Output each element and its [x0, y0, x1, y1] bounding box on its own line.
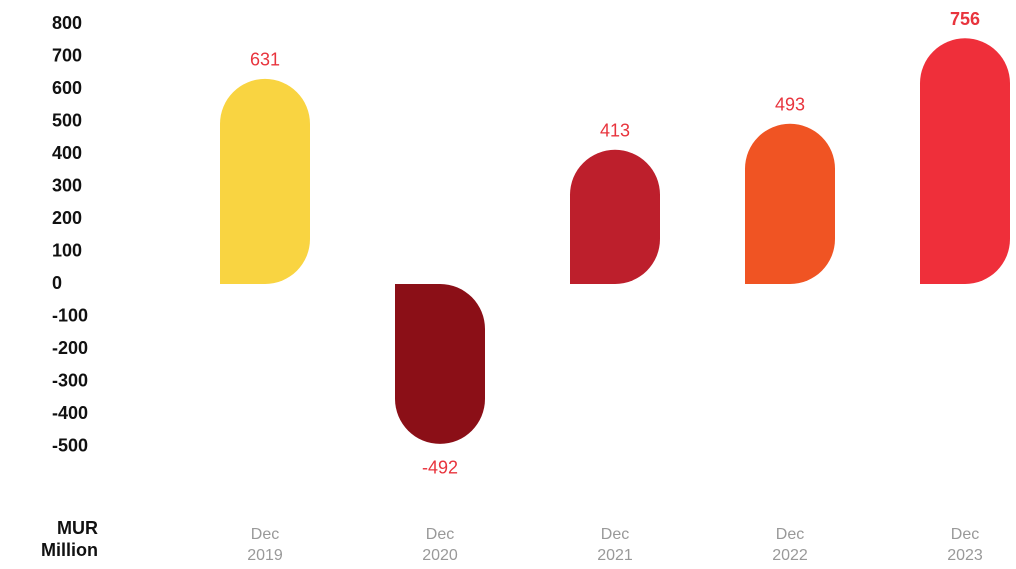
y-tick-label: -200 [52, 338, 88, 358]
bar [745, 123, 835, 285]
x-tick-label: Dec 2023 [947, 526, 983, 564]
y-tick-label: 600 [52, 78, 82, 98]
value-label: -492 [422, 458, 458, 478]
y-tick-label: -400 [52, 403, 88, 423]
y-tick-label: -300 [52, 370, 88, 390]
value-label: 413 [600, 121, 630, 141]
bar [920, 38, 1010, 284]
x-tick-label: Dec 2020 [422, 526, 458, 564]
x-tick-label: Dec 2022 [772, 526, 808, 564]
x-tick-label: Dec 2019 [247, 526, 283, 564]
y-tick-label: 300 [52, 175, 82, 195]
value-label: 493 [775, 95, 805, 115]
y-tick-label: -500 [52, 435, 88, 455]
y-tick-label: 100 [52, 240, 82, 260]
y-tick-label: 200 [52, 208, 82, 228]
value-label: 756 [950, 9, 980, 29]
x-tick-label: Dec 2021 [597, 526, 633, 564]
bar [395, 284, 485, 444]
bar [220, 78, 310, 284]
bar [570, 149, 660, 284]
y-tick-label: 500 [52, 110, 82, 130]
y-tick-label: 800 [52, 13, 82, 33]
y-tick-label: 0 [52, 273, 62, 293]
y-axis-label: MUR Million [41, 518, 98, 560]
y-tick-label: -100 [52, 305, 88, 325]
y-tick-label: 700 [52, 45, 82, 65]
value-label: 631 [250, 50, 280, 70]
y-tick-label: 400 [52, 143, 82, 163]
